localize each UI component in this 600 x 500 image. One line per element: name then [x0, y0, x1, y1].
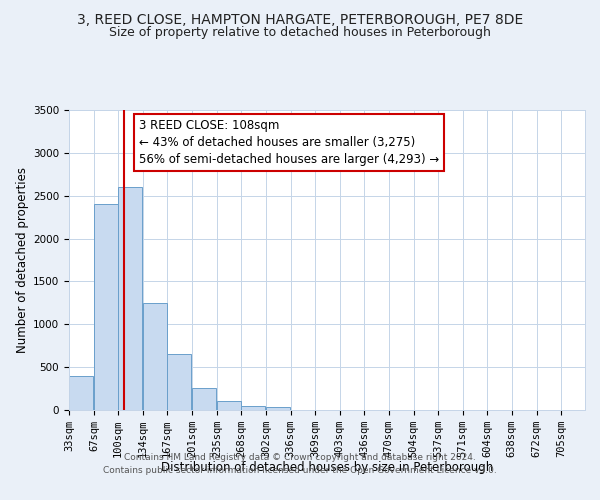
- X-axis label: Distribution of detached houses by size in Peterborough: Distribution of detached houses by size …: [161, 462, 493, 474]
- Text: 3 REED CLOSE: 108sqm
← 43% of detached houses are smaller (3,275)
56% of semi-de: 3 REED CLOSE: 108sqm ← 43% of detached h…: [139, 119, 439, 166]
- Bar: [143, 303, 167, 410]
- Bar: [241, 406, 265, 410]
- Bar: [118, 187, 142, 410]
- Text: 3, REED CLOSE, HAMPTON HARGATE, PETERBOROUGH, PE7 8DE: 3, REED CLOSE, HAMPTON HARGATE, PETERBOR…: [77, 12, 523, 26]
- Bar: [266, 408, 290, 410]
- Text: Contains HM Land Registry data © Crown copyright and database right 2024.: Contains HM Land Registry data © Crown c…: [124, 454, 476, 462]
- Bar: [217, 402, 241, 410]
- Bar: [192, 388, 216, 410]
- Text: Contains public sector information licensed under the Open Government Licence v3: Contains public sector information licen…: [103, 466, 497, 475]
- Bar: [167, 354, 191, 410]
- Bar: [94, 204, 118, 410]
- Y-axis label: Number of detached properties: Number of detached properties: [16, 167, 29, 353]
- Text: Size of property relative to detached houses in Peterborough: Size of property relative to detached ho…: [109, 26, 491, 39]
- Bar: [69, 376, 93, 410]
